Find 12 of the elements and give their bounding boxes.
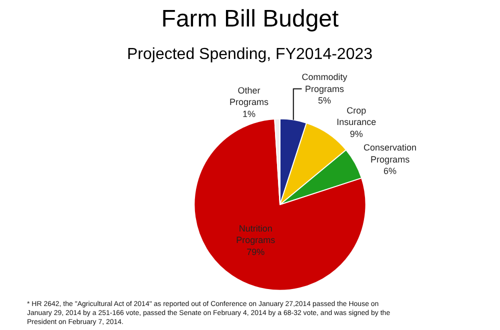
data-label: 6% bbox=[384, 166, 397, 176]
data-label: 1% bbox=[242, 108, 256, 119]
slice-label: Other Programs bbox=[229, 85, 269, 108]
data-label: 5% bbox=[318, 96, 332, 106]
slice-label: Crop Insurance bbox=[336, 106, 376, 128]
data-label: 9% bbox=[350, 128, 363, 139]
chart-subtitle: Projected Spending, FY2014-2023 bbox=[127, 46, 373, 63]
slice-label: Commodity Programs bbox=[302, 72, 348, 94]
slice-label: Nutrition Programs bbox=[236, 223, 276, 246]
data-label: 79% bbox=[246, 246, 265, 257]
chart-title: Farm Bill Budget bbox=[161, 6, 340, 33]
slice-label: Conservation Programs bbox=[364, 142, 417, 164]
